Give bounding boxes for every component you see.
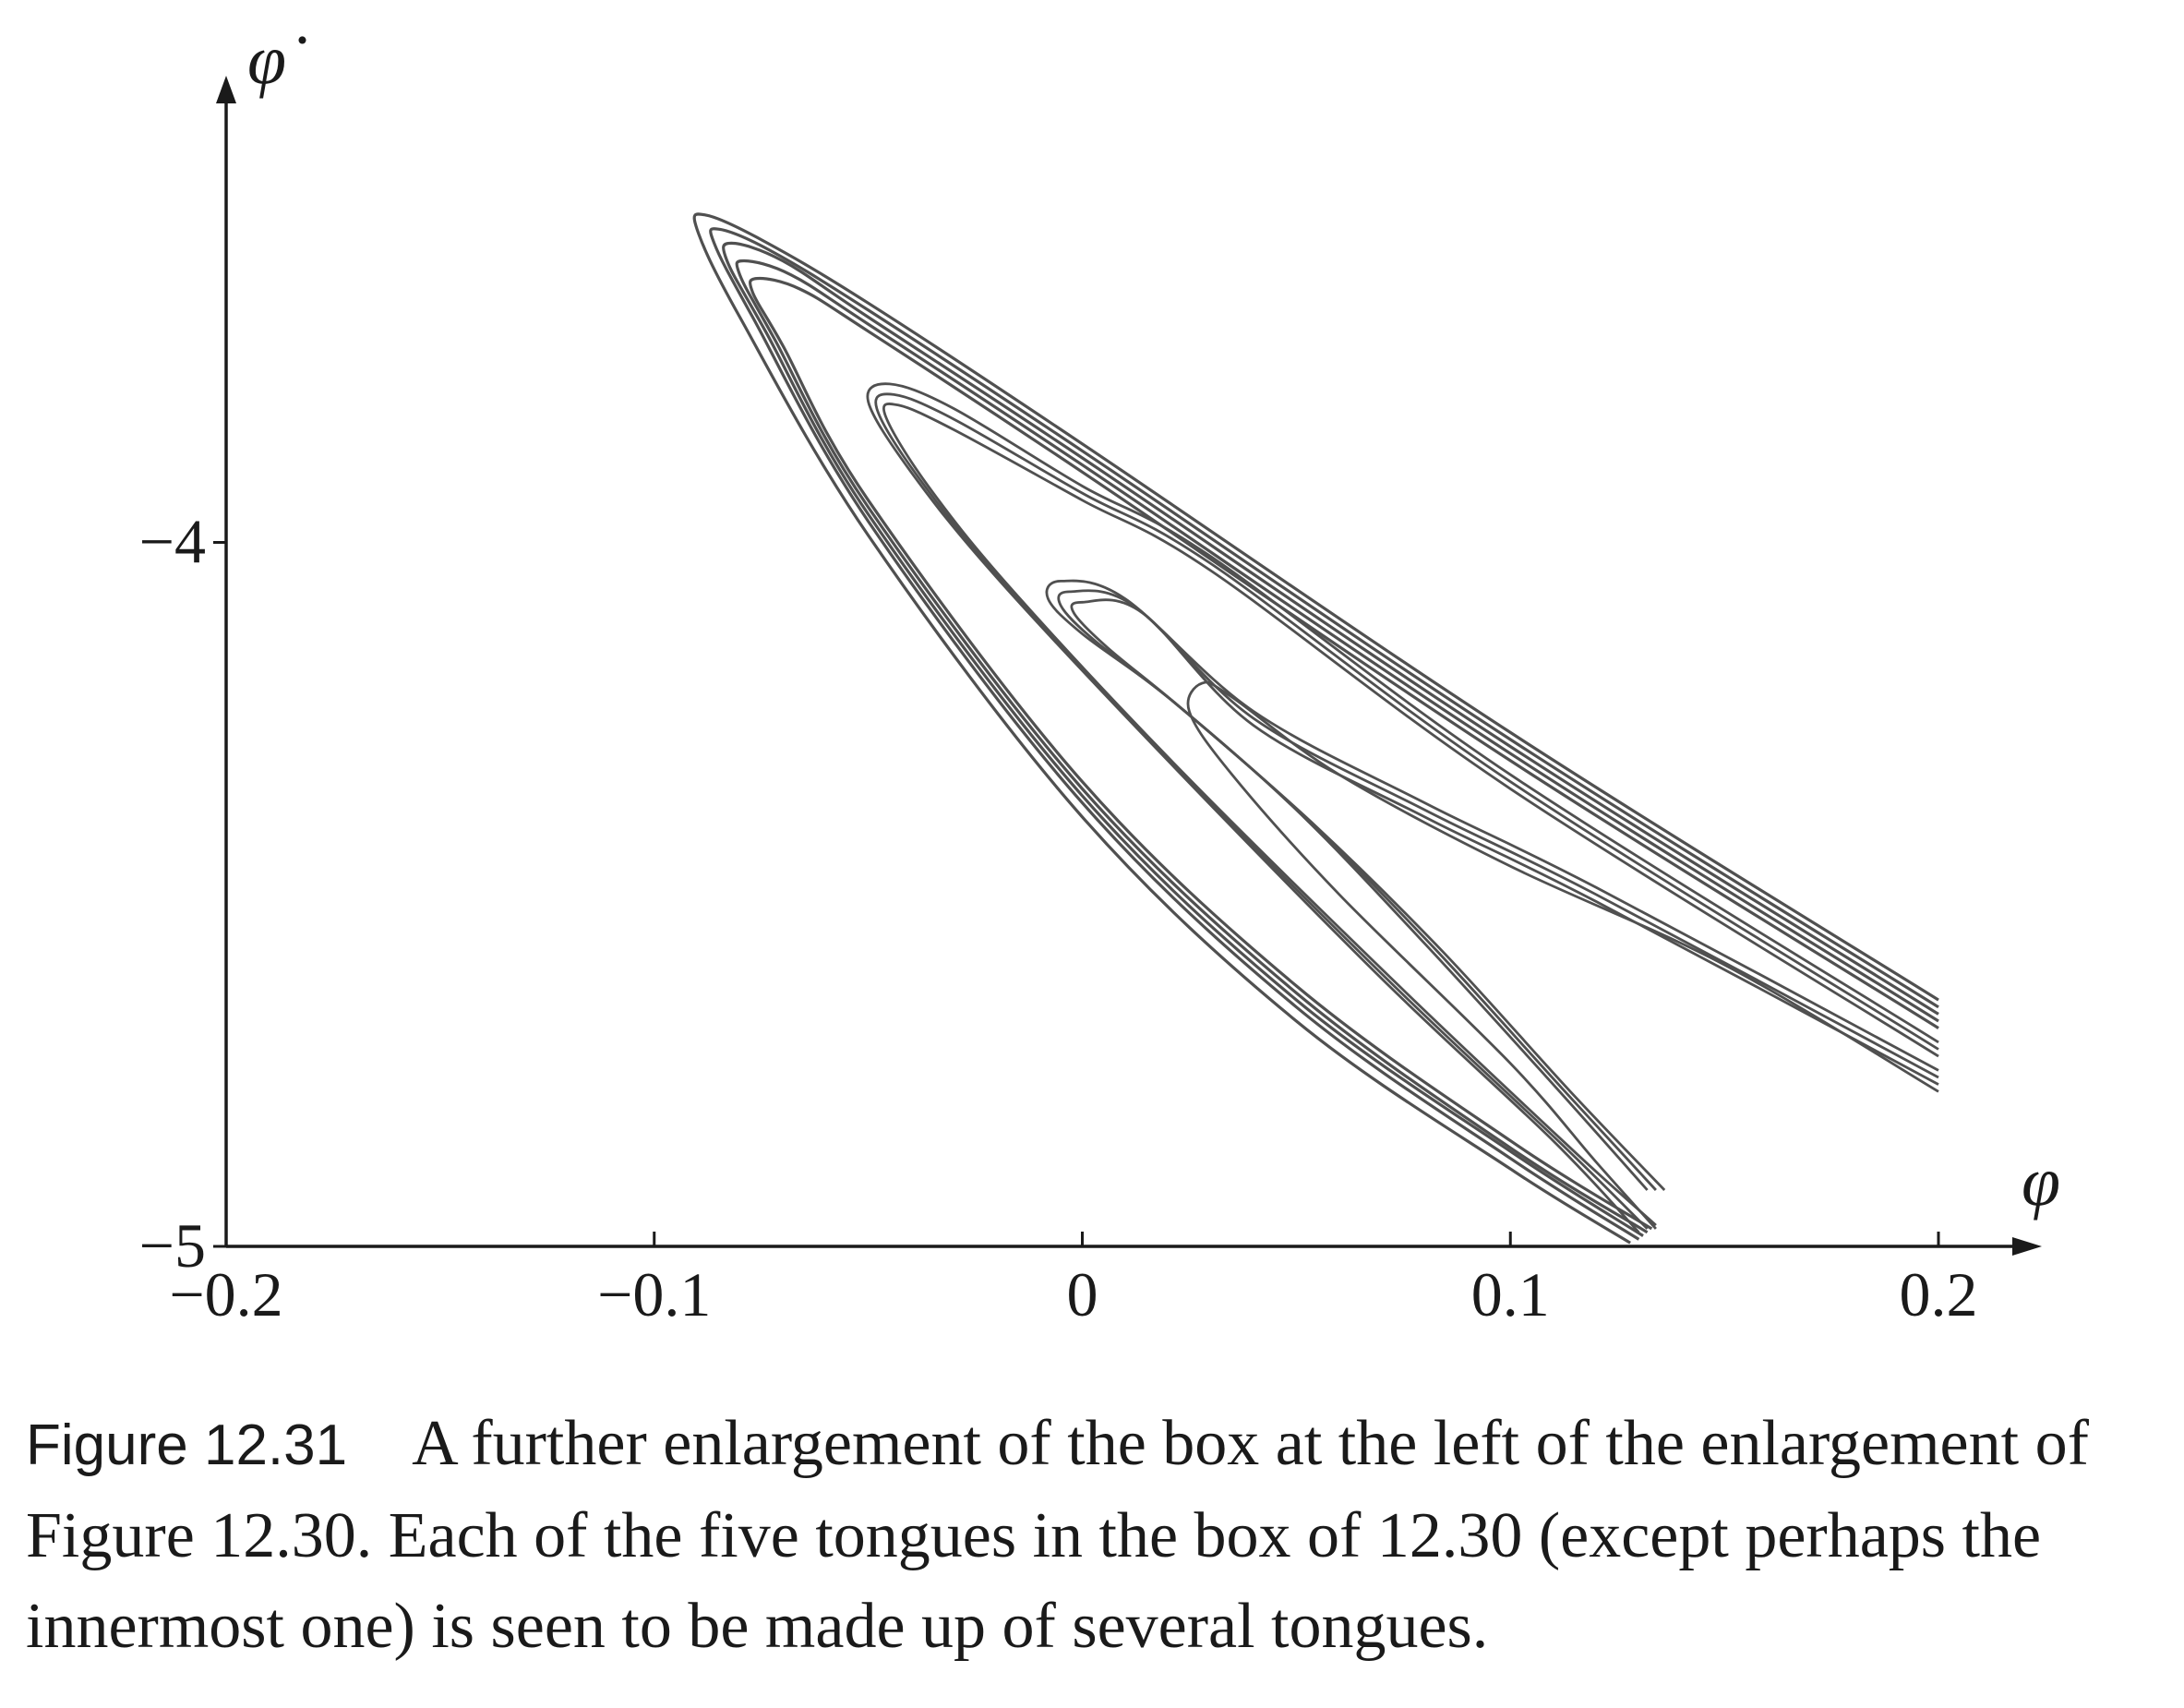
x-tick-label: −0.1 bbox=[597, 1259, 711, 1329]
tongue-curve-second-8 bbox=[882, 403, 1939, 1227]
tongue-curve-outer-1 bbox=[692, 212, 1939, 1245]
y-axis-label: φ̇ bbox=[247, 21, 306, 99]
phase-plot: −0.2 −0.1 0 0.1 0.2 −4 −5 φ φ̇ bbox=[139, 21, 2060, 1329]
caption-text: A further enlargement of the box at the … bbox=[26, 1408, 2089, 1662]
y-ticks: −4 −5 bbox=[139, 507, 226, 1281]
x-tick-label: −0.2 bbox=[169, 1259, 282, 1329]
tongue-curve-outer-3 bbox=[722, 241, 1939, 1237]
x-tick-label: 0.2 bbox=[1900, 1259, 1978, 1329]
figure-caption: Figure 12.31 A further enlargement of the… bbox=[26, 1399, 2167, 1672]
x-ticks: −0.2 −0.1 0 0.1 0.2 bbox=[169, 1232, 1978, 1329]
y-axis-arrow bbox=[216, 76, 236, 103]
tongue-curves bbox=[692, 212, 1939, 1245]
axes: −0.2 −0.1 0 0.1 0.2 −4 −5 φ φ̇ bbox=[139, 21, 2060, 1329]
x-tick-label: 0.1 bbox=[1471, 1259, 1550, 1329]
tongue-curve-third-9 bbox=[1045, 579, 1939, 1191]
tongue-curve-third-10 bbox=[1057, 589, 1939, 1191]
figure-number: Figure 12.31 bbox=[26, 1413, 348, 1477]
x-axis-label: φ bbox=[2022, 1143, 2060, 1221]
tongue-curve-second-6 bbox=[866, 382, 1939, 1233]
tongue-curve-second-7 bbox=[874, 392, 1939, 1230]
x-tick-label: 0 bbox=[1067, 1259, 1098, 1329]
x-axis-arrow bbox=[2012, 1237, 2042, 1256]
tongue-curve-outer-5 bbox=[749, 276, 1939, 1231]
tongue-curve-outer-4 bbox=[735, 259, 1939, 1234]
tongue-curve-innermost-12 bbox=[1186, 680, 1939, 1230]
y-tick-label: −4 bbox=[139, 507, 206, 577]
tongue-curve-outer-2 bbox=[709, 227, 1939, 1241]
tongue-curve-third-11 bbox=[1070, 598, 1939, 1191]
y-tick-label: −5 bbox=[139, 1210, 206, 1281]
